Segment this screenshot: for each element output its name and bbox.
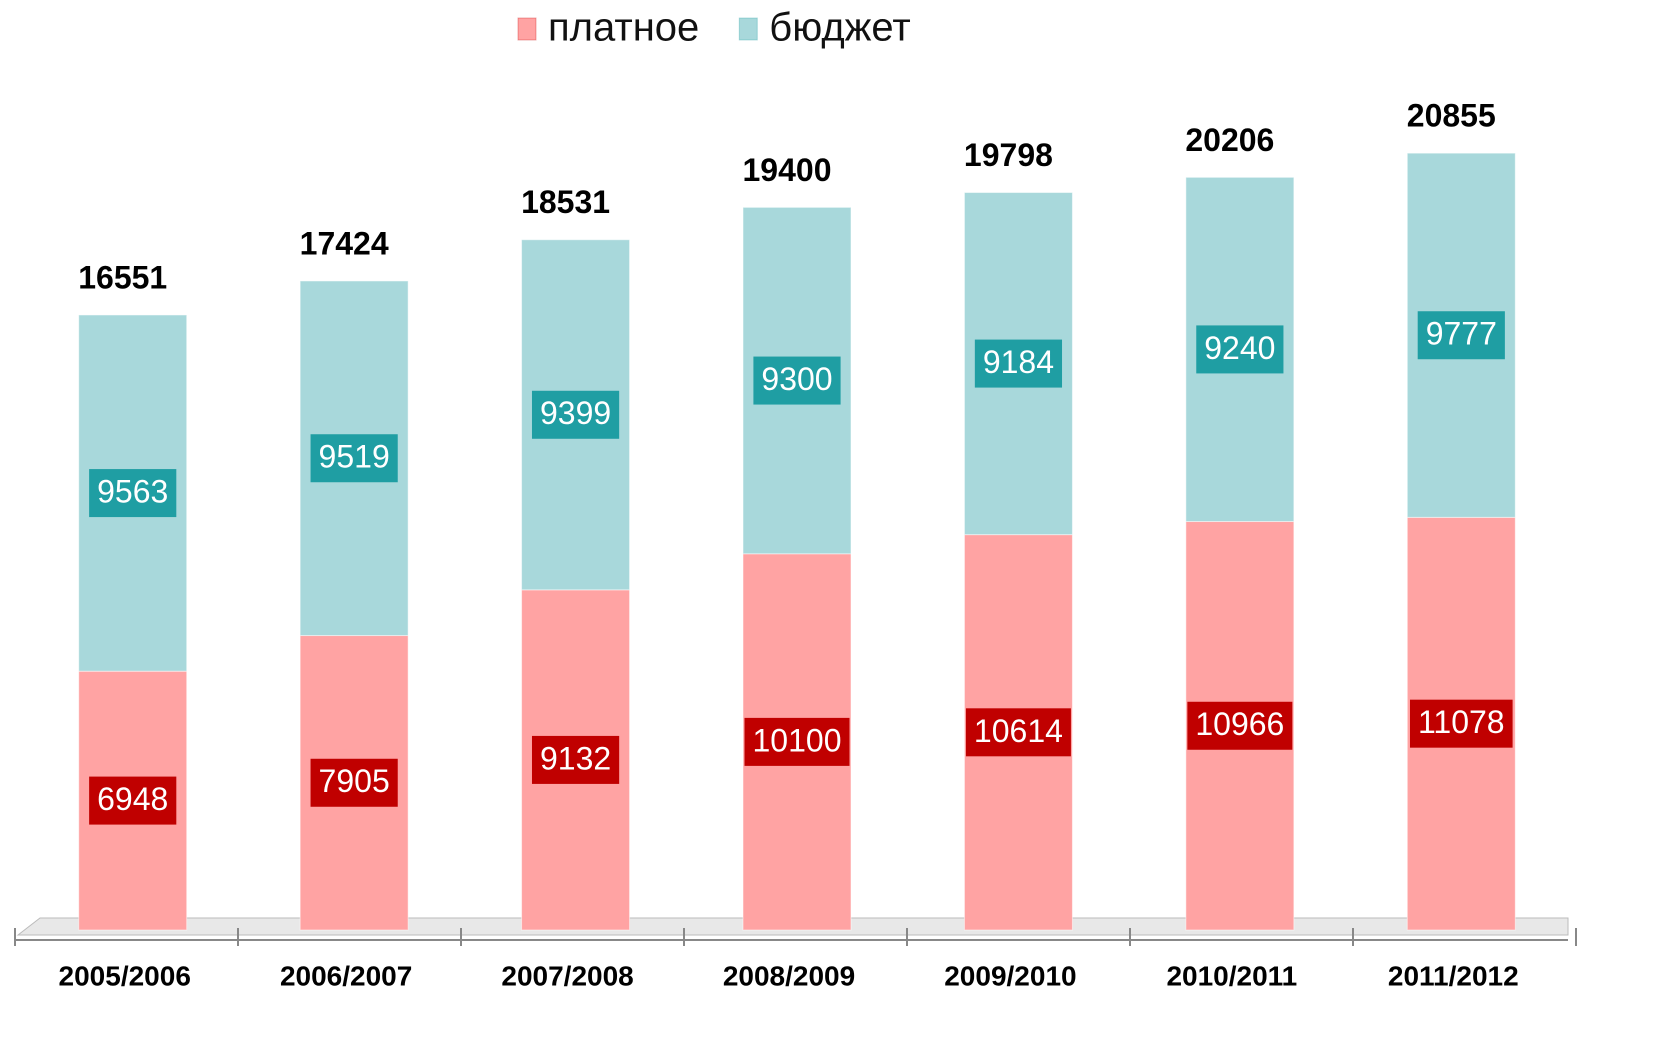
value-label: 6948 — [97, 781, 168, 817]
value-label-box — [310, 758, 398, 807]
total-label: 17424 — [300, 225, 389, 261]
value-label-box — [310, 434, 398, 483]
legend-label: бюджет — [769, 6, 910, 50]
x-tick-label: 2008/2009 — [723, 960, 855, 991]
value-label-box — [531, 735, 620, 784]
total-label: 16551 — [78, 259, 167, 295]
value-label-box — [1196, 325, 1284, 374]
legend-swatch — [517, 17, 537, 41]
value-label-box — [1187, 701, 1293, 750]
value-label: 9240 — [1204, 330, 1275, 366]
value-label: 10966 — [1195, 706, 1284, 742]
total-label: 20855 — [1407, 98, 1496, 134]
total-label: 19400 — [743, 152, 832, 188]
value-label: 9300 — [761, 361, 832, 397]
legend-swatch — [738, 17, 758, 41]
x-tick-label: 2006/2007 — [280, 960, 412, 991]
value-label-box — [744, 717, 850, 766]
x-tick-label: 2007/2008 — [501, 960, 633, 991]
value-label: 9563 — [97, 474, 168, 510]
total-label: 20206 — [1185, 122, 1274, 158]
value-label: 11078 — [1418, 704, 1505, 740]
value-label-box — [965, 708, 1071, 757]
value-label-box — [753, 356, 841, 405]
total-label: 18531 — [521, 184, 610, 220]
value-label-box — [89, 469, 177, 518]
value-label: 9184 — [983, 344, 1054, 380]
value-label: 9399 — [540, 395, 611, 431]
value-label-box — [974, 339, 1063, 388]
x-tick-label: 2010/2011 — [1166, 960, 1297, 991]
value-label: 9777 — [1426, 316, 1497, 352]
value-label-box — [89, 776, 177, 825]
value-label: 9132 — [540, 740, 611, 776]
total-label: 19798 — [964, 137, 1053, 173]
value-label: 10100 — [753, 722, 842, 758]
value-label-box — [1409, 699, 1513, 748]
value-label-box — [1417, 311, 1505, 360]
value-label: 10614 — [974, 713, 1063, 749]
legend-label: платное — [548, 6, 699, 50]
x-tick-label: 2011/2012 — [1388, 960, 1519, 991]
value-label-box — [531, 390, 620, 439]
value-label: 7905 — [319, 763, 390, 799]
x-tick-label: 2005/2006 — [59, 960, 191, 991]
value-label: 9519 — [319, 439, 390, 475]
x-tick-label: 2009/2010 — [944, 960, 1076, 991]
